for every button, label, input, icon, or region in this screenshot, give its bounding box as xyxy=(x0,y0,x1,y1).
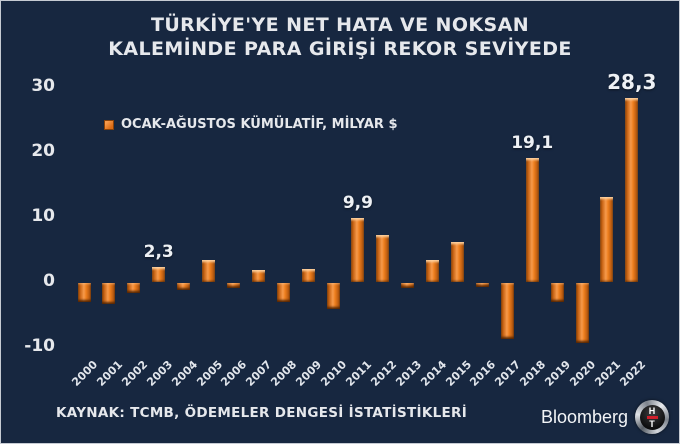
bar-2007 xyxy=(251,270,265,282)
y-tick-label: 10 xyxy=(31,206,55,226)
bar-2005 xyxy=(202,260,215,282)
bar-2011 xyxy=(351,218,365,282)
branding: Bloomberg H T xyxy=(541,400,669,434)
bar-2002 xyxy=(127,283,141,293)
bar-2020 xyxy=(575,283,589,343)
bar-2017 xyxy=(500,283,514,339)
legend-label: OCAK-AĞUSTOS KÜMÜLATİF, MİLYAR $ xyxy=(121,117,398,132)
bar-2000 xyxy=(77,283,91,302)
bar-2014 xyxy=(426,260,440,282)
bar-2016 xyxy=(475,283,489,287)
bar-2003 xyxy=(152,267,166,282)
bar-2008 xyxy=(276,283,290,302)
bloomberg-wordmark: Bloomberg xyxy=(540,406,628,427)
ht-logo-letter-t: T xyxy=(649,418,655,429)
bar-2009 xyxy=(301,269,315,282)
chart-title: TÜRKİYE'YE NET HATA VE NOKSAN KALEMİNDE … xyxy=(1,14,679,62)
ht-logo-inner: H T xyxy=(639,404,665,430)
legend-swatch-icon xyxy=(104,119,114,130)
ht-logo-letter-h: H xyxy=(648,405,656,416)
y-tick-label: -10 xyxy=(24,336,55,356)
bar-2001 xyxy=(102,283,116,304)
bloomberg-ht-logo-icon: H T xyxy=(635,400,669,434)
bar-2015 xyxy=(451,242,464,282)
bar-2006 xyxy=(226,283,240,288)
y-tick-label: 30 xyxy=(31,76,55,96)
y-tick-label: 20 xyxy=(31,141,55,161)
bar-2013 xyxy=(401,283,415,288)
value-label-2018: 19,1 xyxy=(511,133,554,153)
bar-2018 xyxy=(525,158,539,282)
value-label-2003: 2,3 xyxy=(143,242,174,262)
bar-2004 xyxy=(177,283,191,290)
y-tick-label: 0 xyxy=(43,271,55,291)
bar-2019 xyxy=(550,283,564,302)
value-label-2011: 9,9 xyxy=(342,193,373,213)
bar-2021 xyxy=(600,197,614,282)
bar-2022 xyxy=(625,98,639,282)
legend: OCAK-AĞUSTOS KÜMÜLATİF, MİLYAR $ xyxy=(104,117,398,132)
ht-logo-red-bar xyxy=(646,415,658,419)
bar-2012 xyxy=(376,235,390,282)
chart-title-line1: TÜRKİYE'YE NET HATA VE NOKSAN xyxy=(150,14,530,36)
chart-title-line2: KALEMİNDE PARA GİRİŞİ REKOR SEVİYEDE xyxy=(108,37,572,60)
bar-2010 xyxy=(326,283,340,309)
source-note: KAYNAK: TCMB, ÖDEMELER DENGESİ İSTATİSTİ… xyxy=(56,405,468,421)
value-label-2022: 28,3 xyxy=(607,70,657,94)
